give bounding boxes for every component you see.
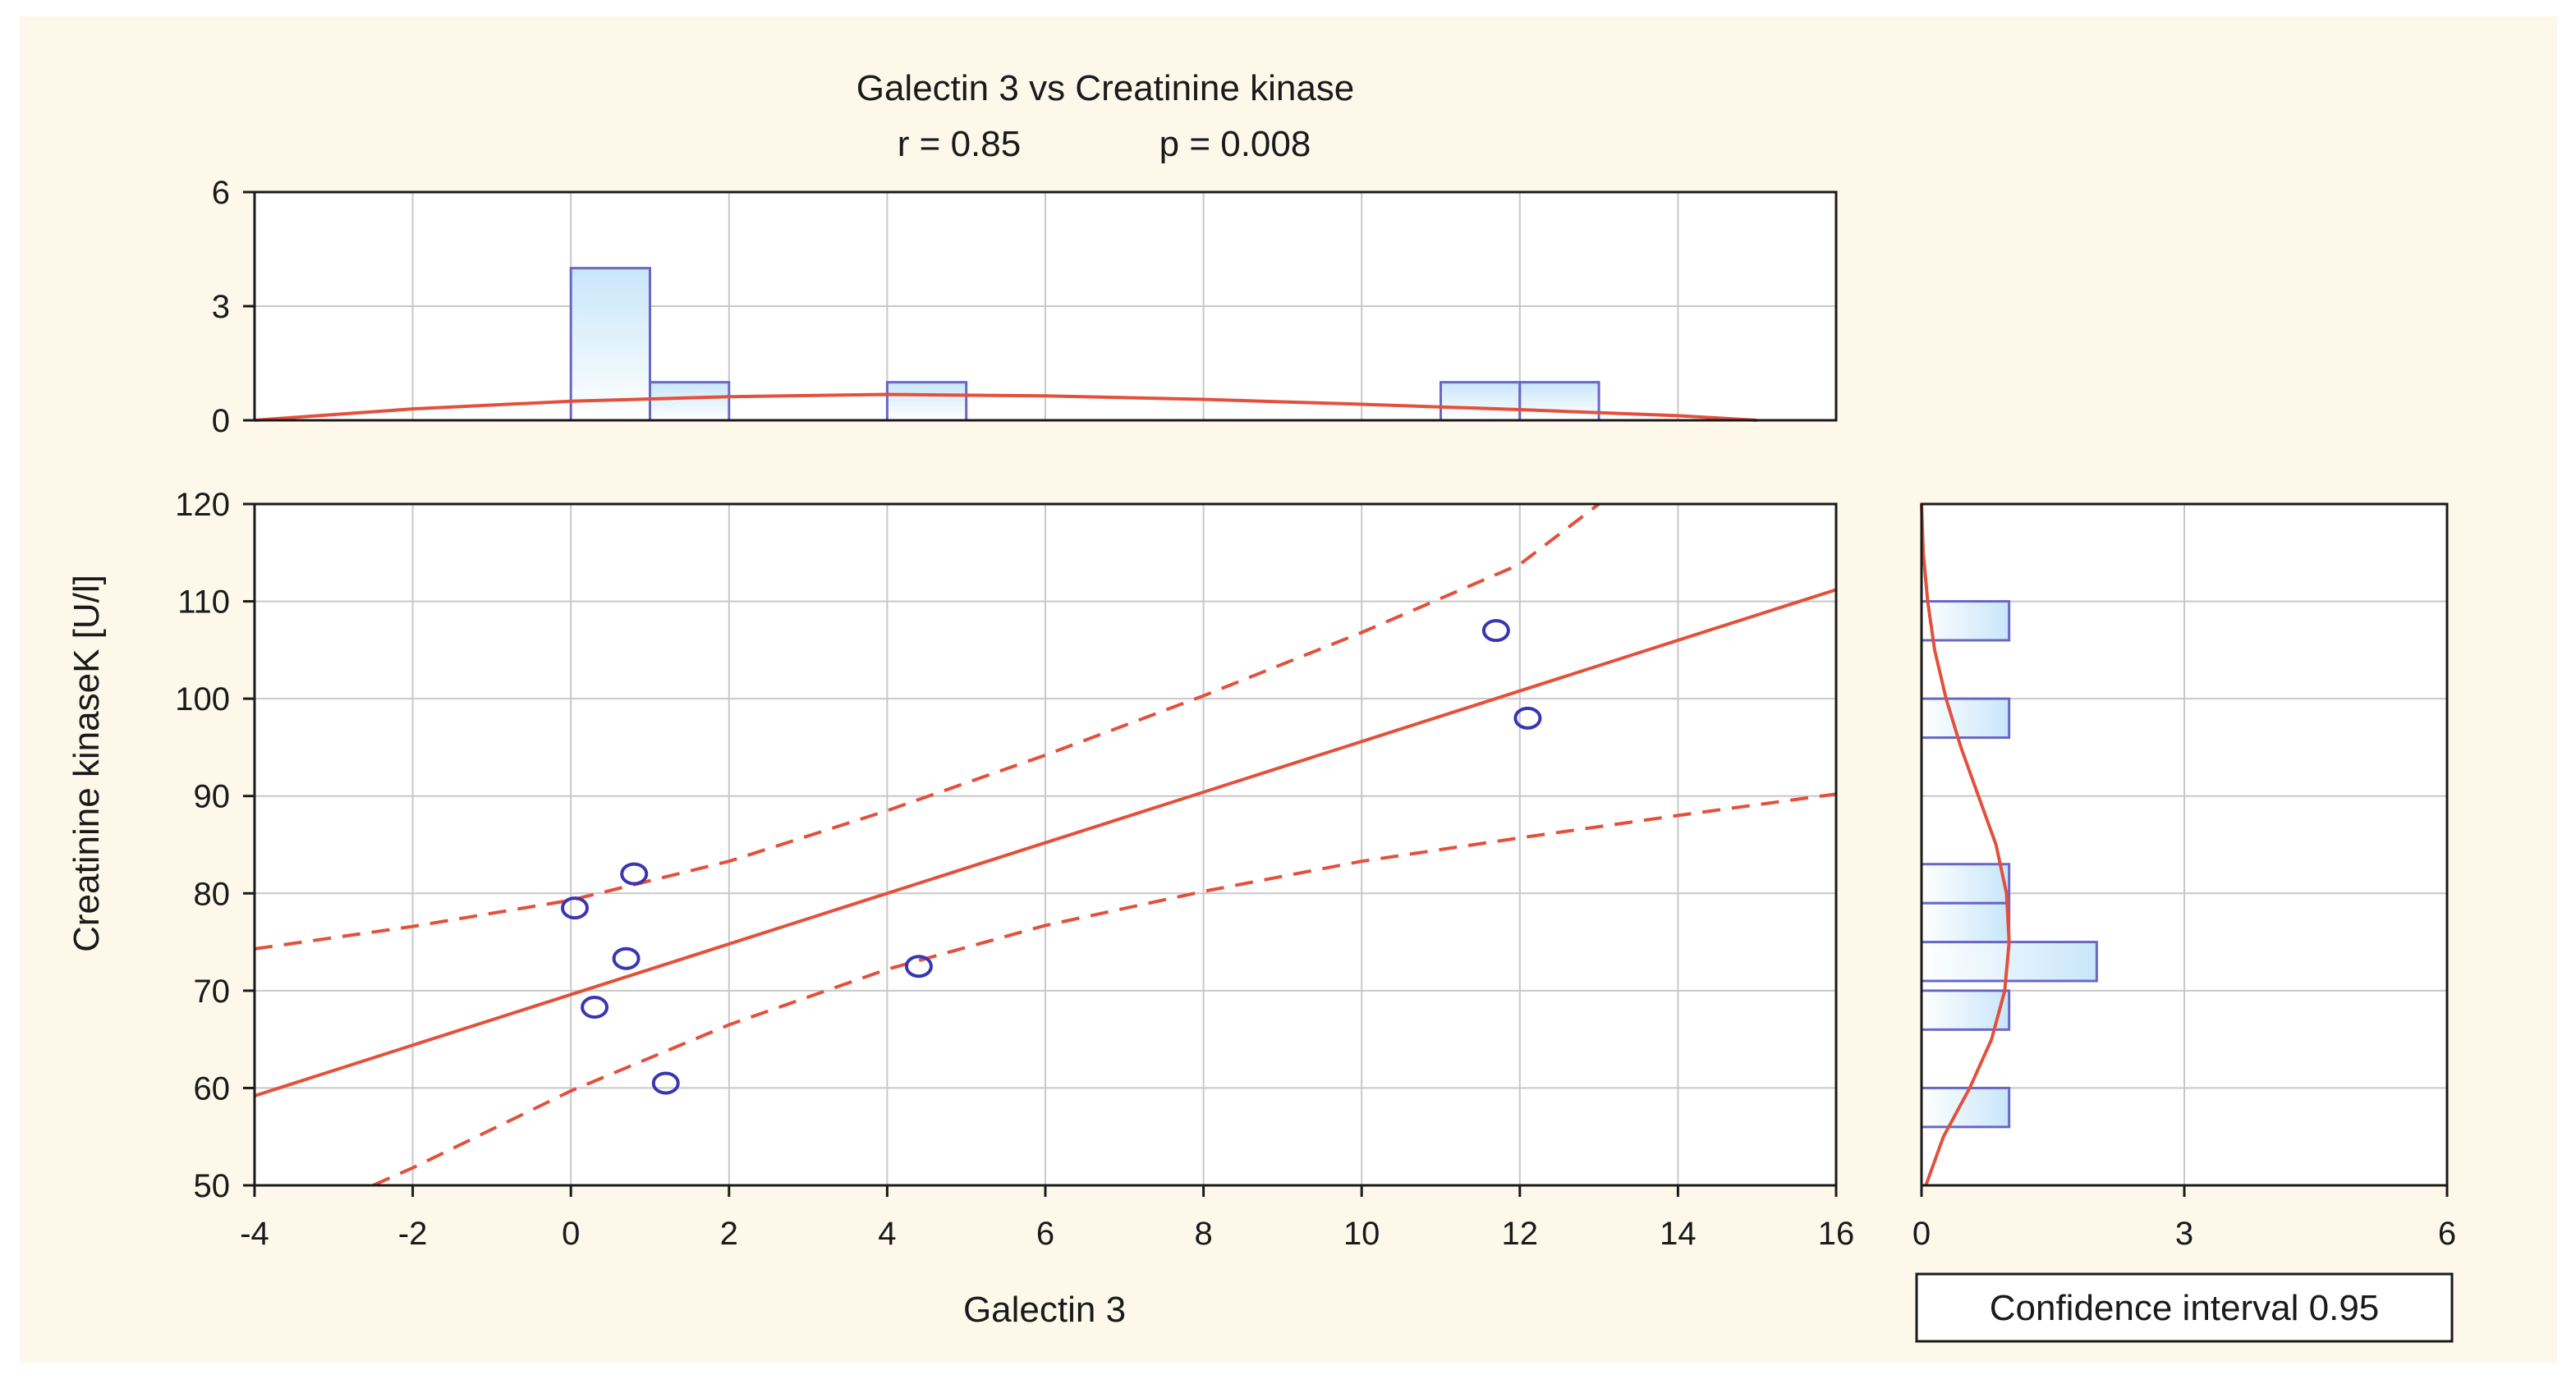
x-tick-label: 6 — [1036, 1216, 1054, 1252]
right-hist-frame — [1920, 502, 2449, 1187]
y-tick-label: 90 — [194, 779, 231, 815]
top-hist-bar — [649, 381, 731, 422]
x-tick-label: -4 — [240, 1216, 269, 1252]
confidence-band-lower — [372, 792, 1836, 1185]
data-point — [581, 996, 609, 1020]
x-tick-label: 0 — [562, 1216, 580, 1252]
y-tick-label: 120 — [175, 487, 230, 523]
y-tick-label: 110 — [177, 584, 230, 621]
right-hist-bar — [1920, 901, 2011, 944]
x-tick-label: 12 — [1502, 1216, 1539, 1252]
x-tick-label: 14 — [1660, 1216, 1697, 1252]
data-point — [561, 896, 590, 920]
fit-lines — [255, 504, 1836, 1185]
top-hist-frame — [253, 190, 1838, 422]
p-statistic: p = 0.008 — [1159, 124, 1311, 164]
right-hist-fit-curve — [1920, 503, 2011, 1186]
top-hist-bar — [1440, 381, 1522, 422]
x-axis-label: Galectin 3 — [963, 1290, 1126, 1330]
y-tick-label: 50 — [194, 1168, 231, 1204]
y-tick-label: 100 — [175, 681, 230, 717]
data-point — [620, 862, 649, 886]
top-hist-y-tick-label: 0 — [212, 403, 230, 439]
legend: Confidence interval 0.95 — [1915, 1272, 2454, 1343]
legend-label: Confidence interval 0.95 — [1990, 1288, 2380, 1328]
right-histogram: 0 3 6 — [1912, 502, 2456, 1252]
right-hist-bar — [1920, 989, 2011, 1031]
x-tick-label: 8 — [1194, 1216, 1212, 1252]
confidence-band-upper — [255, 504, 1600, 951]
y-tick-label: 60 — [194, 1070, 231, 1107]
top-hist-bar — [1518, 381, 1600, 422]
right-hist-bar — [1920, 863, 2011, 905]
scatter-plot: -4 -2 0 2 4 6 8 10 12 14 16 50 60 70 80 90 100 110 120 — [175, 487, 1854, 1252]
plot-frame — [253, 502, 1838, 1187]
top-hist-bar — [569, 267, 652, 422]
right-hist-bar — [1920, 600, 2011, 642]
data-point — [651, 1071, 680, 1095]
r-statistic: r = 0.85 — [898, 124, 1021, 164]
top-histogram: 0 3 6 — [212, 175, 1838, 439]
data-point — [1481, 619, 1510, 643]
x-tick-label: 4 — [878, 1216, 896, 1252]
y-tick-label: 80 — [194, 876, 231, 912]
data-point — [612, 946, 641, 970]
top-hist-fit-curve — [254, 392, 1757, 422]
top-hist-bar — [885, 381, 968, 422]
data-point — [904, 955, 933, 978]
x-tick-label: 2 — [720, 1216, 738, 1252]
right-hist-x-tick-label: 6 — [2438, 1216, 2456, 1252]
data-point — [1513, 706, 1542, 730]
x-tick-label: -2 — [398, 1216, 428, 1252]
right-hist-bar — [1920, 941, 2098, 983]
top-hist-y-tick-label: 3 — [212, 289, 230, 325]
x-tick-label: 10 — [1343, 1216, 1380, 1252]
chart-title: Galectin 3 vs Creatinine kinase — [856, 68, 1355, 108]
right-hist-bar — [1920, 697, 2011, 740]
y-axis-label: Creatinine kinaseK [U/l] — [67, 575, 107, 952]
legend-box — [1915, 1272, 2454, 1343]
right-hist-x-tick-label: 0 — [1912, 1216, 1931, 1252]
right-hist-x-tick-label: 3 — [2175, 1216, 2193, 1252]
y-tick-label: 70 — [194, 974, 231, 1010]
top-hist-y-tick-label: 6 — [212, 175, 230, 211]
regression-line — [255, 588, 1836, 1098]
x-tick-label: 16 — [1818, 1216, 1855, 1252]
